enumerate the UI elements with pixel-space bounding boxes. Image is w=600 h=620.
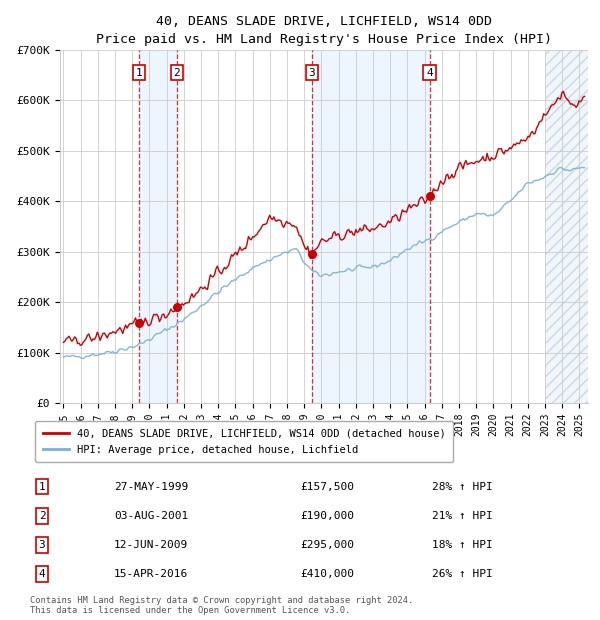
Text: 1: 1 [136, 68, 143, 78]
Text: 21% ↑ HPI: 21% ↑ HPI [432, 511, 493, 521]
Text: 03-AUG-2001: 03-AUG-2001 [114, 511, 188, 521]
Bar [545, 50, 588, 403]
Text: 4: 4 [426, 68, 433, 78]
Title: 40, DEANS SLADE DRIVE, LICHFIELD, WS14 0DD
Price paid vs. HM Land Registry's Hou: 40, DEANS SLADE DRIVE, LICHFIELD, WS14 0… [96, 15, 552, 46]
Point [425, 191, 434, 201]
Point [307, 249, 317, 259]
Text: 1: 1 [38, 482, 46, 492]
Text: 3: 3 [308, 68, 316, 78]
Text: 3: 3 [38, 540, 46, 550]
Text: £190,000: £190,000 [300, 511, 354, 521]
Point [172, 302, 182, 312]
Text: 12-JUN-2009: 12-JUN-2009 [114, 540, 188, 550]
Text: 15-APR-2016: 15-APR-2016 [114, 569, 188, 579]
Text: 26% ↑ HPI: 26% ↑ HPI [432, 569, 493, 579]
Text: 2: 2 [38, 511, 46, 521]
Text: 27-MAY-1999: 27-MAY-1999 [114, 482, 188, 492]
Text: £157,500: £157,500 [300, 482, 354, 492]
Text: Contains HM Land Registry data © Crown copyright and database right 2024.
This d: Contains HM Land Registry data © Crown c… [30, 596, 413, 615]
Text: 18% ↑ HPI: 18% ↑ HPI [432, 540, 493, 550]
Point [134, 319, 144, 329]
Text: 4: 4 [38, 569, 46, 579]
Text: £295,000: £295,000 [300, 540, 354, 550]
Text: 2: 2 [173, 68, 180, 78]
Legend: 40, DEANS SLADE DRIVE, LICHFIELD, WS14 0DD (detached house), HPI: Average price,: 40, DEANS SLADE DRIVE, LICHFIELD, WS14 0… [35, 422, 453, 462]
Text: £410,000: £410,000 [300, 569, 354, 579]
Text: 28% ↑ HPI: 28% ↑ HPI [432, 482, 493, 492]
